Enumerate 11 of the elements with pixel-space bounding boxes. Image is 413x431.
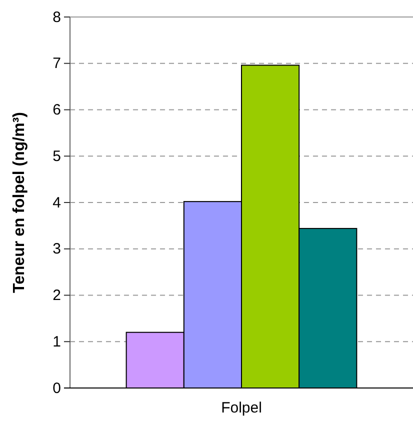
y-tick-label: 2: [52, 287, 61, 304]
y-tick-label: 5: [52, 148, 61, 165]
x-tick-label: Folpel: [221, 400, 262, 417]
y-tick-label: 7: [52, 55, 61, 72]
y-axis-title: Teneur en folpel (ng/m³): [11, 112, 28, 294]
y-tick-label: 6: [52, 102, 61, 119]
y-tick-label: 3: [52, 240, 61, 258]
y-tick-label: 8: [52, 8, 61, 26]
y-tick-label: 0: [52, 380, 61, 397]
y-tick-label: 4: [52, 194, 61, 212]
y-tick-label: 1: [52, 333, 61, 350]
